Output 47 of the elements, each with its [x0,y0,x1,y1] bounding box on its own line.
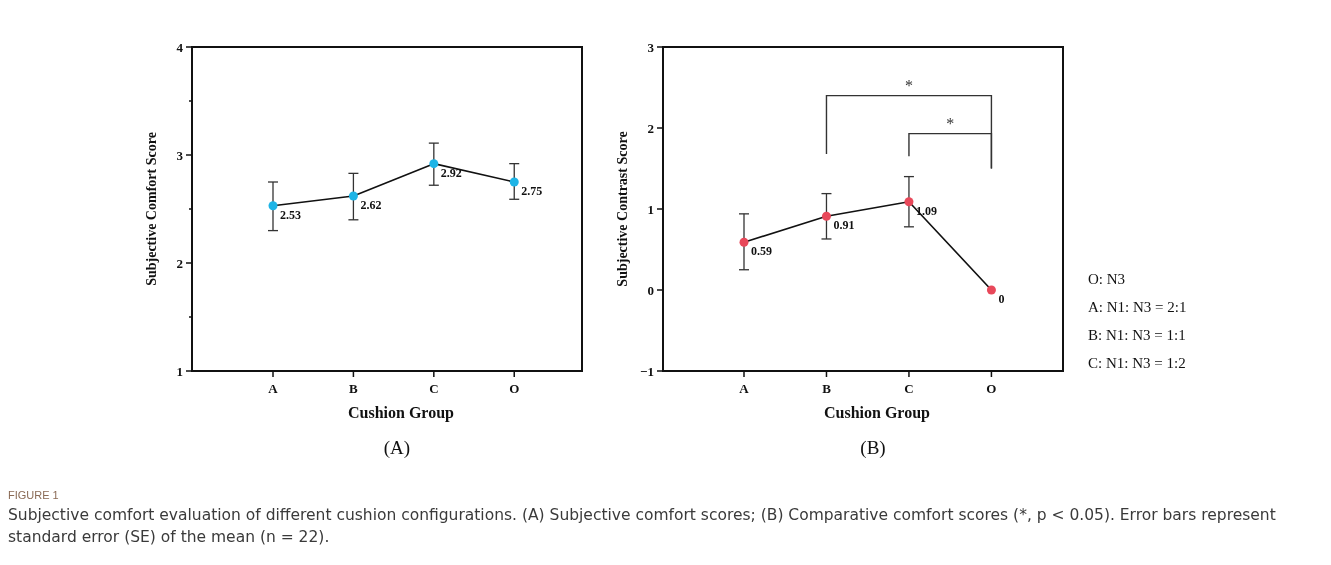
data-label: 0.59 [751,244,772,259]
annotation: * [946,114,955,132]
point [739,237,749,247]
point [986,285,996,295]
x-tick-label: B [349,381,359,396]
y-tick-label: 2 [647,120,654,136]
y-tick-label: 2 [176,255,183,271]
data-label: 1.09 [915,203,937,218]
y-tick-label: 1 [176,363,183,379]
x-tick-label: C [429,381,439,396]
y-axis-title: Subjective Comfort Score [144,132,159,286]
data-label: 2.92 [440,165,462,180]
y-tick-label: 3 [176,147,184,163]
text: Subjective comfort evaluation of different cushion configurations. (A) Subjective comfort scores; (B) Comparative comfort scores (*, p < 0.05). Error bars represent standard error (SE) of the mean (n = 22). [8,506,1276,546]
annotation: * [904,76,913,94]
x-tick-label: A [739,381,750,396]
point [268,201,278,211]
text: B: N1: N3 = 1:1 [1088,327,1186,343]
y-tick-label: 1 [647,201,654,217]
y-axis-title: Subjective Contrast Score [615,131,630,287]
data-label: 2.53 [280,207,301,222]
data-label: 2.75 [521,184,543,198]
point [821,211,831,221]
point [509,177,519,187]
text: (B) [860,437,886,459]
x-axis-title: Cushion Group [824,404,931,422]
text: A: N1: N3 = 2:1 [1088,299,1187,315]
y-tick-label: 0 [647,282,654,298]
point [348,191,358,201]
y-tick-label: 3 [647,39,655,55]
y-tick-label: −1 [640,363,654,379]
data-label: 0.91 [833,218,855,233]
x-tick-label: A [268,381,279,396]
y-tick-label: 4 [176,39,184,55]
x-tick-label: O [986,381,997,396]
point [904,197,914,207]
text: (A) [383,437,411,459]
point [429,159,439,169]
text: O: N3 [1088,271,1126,287]
x-axis-title: Cushion Group [348,404,455,422]
data-label: 2.62 [360,198,382,213]
x-tick-label: B [822,381,832,396]
x-tick-label: C [904,381,914,396]
text: C: N1: N3 = 1:2 [1088,355,1186,371]
x-tick-label: O [509,381,520,396]
data-label: 0 [998,292,1005,306]
caption: FIGURE 1 [8,489,59,501]
